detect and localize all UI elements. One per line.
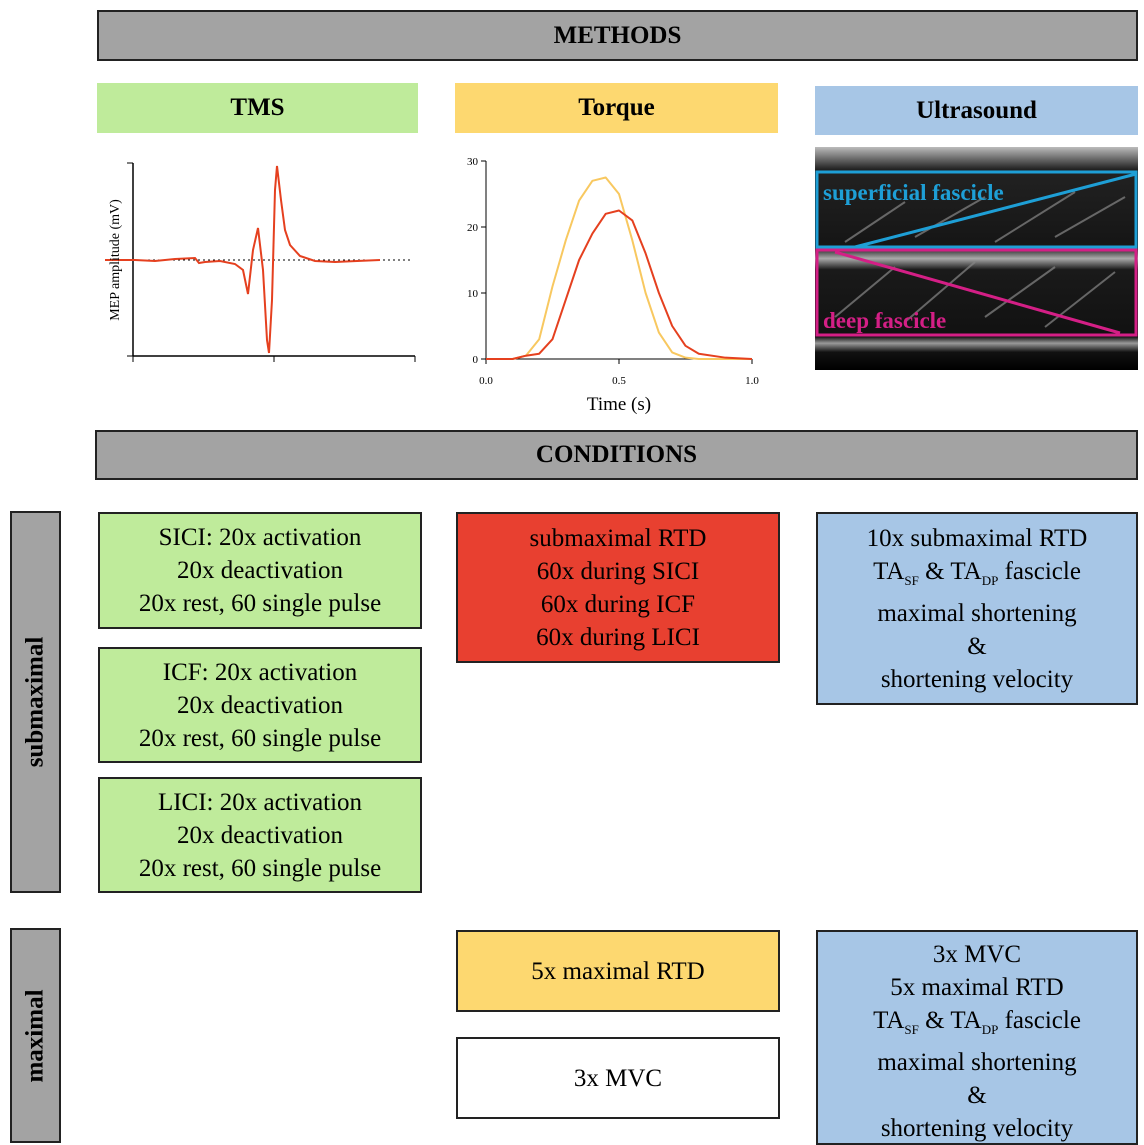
ultrasound-header: Ultrasound [815,86,1138,135]
ultrasound-image: superficial fascicle deep fascicle [815,147,1138,370]
methods-title: METHODS [554,22,682,50]
conditions-title: CONDITIONS [536,441,697,469]
text-part: TA [873,558,904,585]
x-axis-label: Time (s) [587,394,651,415]
box-line: SICI: 20x activation [159,521,362,554]
text-part: LICI: 20x activation [158,789,362,816]
box-line: & [967,630,986,663]
torque-header: Torque [455,83,778,133]
text-part: & [967,1082,986,1109]
box-line: 60x during SICI [537,555,700,588]
page: METHODS TMS Torque Ultrasound MEP amplit… [0,0,1144,1138]
y-tick-label: 10 [467,288,479,300]
box-line: maximal shortening [877,597,1076,630]
text-part: fascicle [998,1007,1081,1034]
box-line: 60x during LICI [536,621,700,654]
text-part: 10x submaximal RTD [867,525,1088,552]
subscript: SF [904,1022,918,1037]
box-line: 3x MVC [574,1062,662,1095]
y-tick-label: 20 [467,222,479,234]
box-line: submaximal RTD [530,522,707,555]
torque-curve [486,211,752,360]
text-part: 20x rest, 60 single pulse [139,855,381,882]
box-line: 10x submaximal RTD [867,522,1088,555]
methods-bar: METHODS [97,10,1138,61]
maximal-label: maximal [22,989,50,1082]
subscript: DP [982,1022,999,1037]
condition-box: ICF: 20x activation 20x deactivation 20x r… [98,647,422,763]
text-part: fascicle [998,558,1081,585]
text-part: 5x maximal RTD [531,958,704,985]
text-part: shortening velocity [881,666,1073,693]
box-line: 20x rest, 60 single pulse [139,587,381,620]
subscript: DP [982,573,999,588]
box-line: 20x deactivation [177,689,343,722]
text-part: & TA [919,1007,982,1034]
condition-box: 3x MVC 5x maximal RTD TASF & TADP fascicle… [816,930,1138,1145]
text-part: TA [873,1007,904,1034]
condition-box: submaximal RTD 60x during SICI 60x during … [456,512,780,663]
text-part: 20x rest, 60 single pulse [139,590,381,617]
mep-plot: MEP amplitude (mV) [95,150,425,370]
text-part: maximal shortening [877,600,1076,627]
x-tick-label: 1.0 [745,375,759,387]
superficial-label: superficial fascicle [823,180,1004,205]
box-line: shortening velocity [881,1112,1073,1145]
x-tick-label: 0.5 [612,375,626,387]
box-line: 3x MVC [933,938,1021,971]
text-part: 3x MVC [574,1065,662,1092]
torque-title: Torque [578,94,654,122]
text-part: 60x during SICI [537,558,700,585]
text-part: & TA [919,558,982,585]
text-part: 5x maximal RTD [890,974,1063,1001]
subscript: SF [904,573,918,588]
box-line: ICF: 20x activation [163,656,357,689]
maximal-side: maximal [10,928,61,1143]
text-part: maximal shortening [877,1049,1076,1076]
text-part: 20x deactivation [177,692,343,719]
text-part: SICI: 20x activation [159,524,362,551]
box-line: TASF & TADP fascicle [873,1004,1081,1046]
text-part: 20x deactivation [177,557,343,584]
text-part: & [967,633,986,660]
box-line: shortening velocity [881,663,1073,696]
condition-box: 10x submaximal RTD TASF & TADP fascicle ma… [816,512,1138,705]
text-part: 60x during LICI [536,624,700,651]
text-part: 3x MVC [933,941,1021,968]
condition-box: 5x maximal RTD [456,930,780,1012]
deep-label: deep fascicle [823,308,946,333]
condition-box: LICI: 20x activation 20x deactivation 20x … [98,777,422,893]
torque-chart: 0 10 20 30 0.0 0.5 1.0 Time (s) [440,150,780,420]
box-line: maximal shortening [877,1046,1076,1079]
torque-curve [486,178,752,360]
tms-header: TMS [97,83,418,133]
box-line: 5x maximal RTD [531,955,704,988]
text-part: 60x during ICF [541,591,695,618]
box-line: 5x maximal RTD [890,971,1063,1004]
box-line: 20x deactivation [177,554,343,587]
submaximal-label: submaximal [22,637,50,768]
text-part: ICF: 20x activation [163,659,357,686]
submaximal-side: submaximal [10,511,61,893]
box-line: TASF & TADP fascicle [873,555,1081,597]
y-axis-label: MEP amplitude (mV) [108,199,123,321]
condition-box: 3x MVC [456,1037,780,1119]
box-line: 60x during ICF [541,588,695,621]
box-line: 20x rest, 60 single pulse [139,852,381,885]
condition-box: SICI: 20x activation 20x deactivation 20x … [98,512,422,629]
y-tick-label: 30 [467,156,479,168]
tms-title: TMS [230,94,284,122]
box-line: LICI: 20x activation [158,786,362,819]
x-tick-label: 0.0 [479,375,493,387]
y-tick-label: 0 [473,354,479,366]
box-line: 20x rest, 60 single pulse [139,722,381,755]
conditions-bar: CONDITIONS [95,430,1138,480]
text-part: 20x deactivation [177,822,343,849]
text-part: 20x rest, 60 single pulse [139,725,381,752]
box-line: 20x deactivation [177,819,343,852]
ultrasound-title: Ultrasound [916,97,1037,125]
text-part: submaximal RTD [530,525,707,552]
box-line: & [967,1079,986,1112]
